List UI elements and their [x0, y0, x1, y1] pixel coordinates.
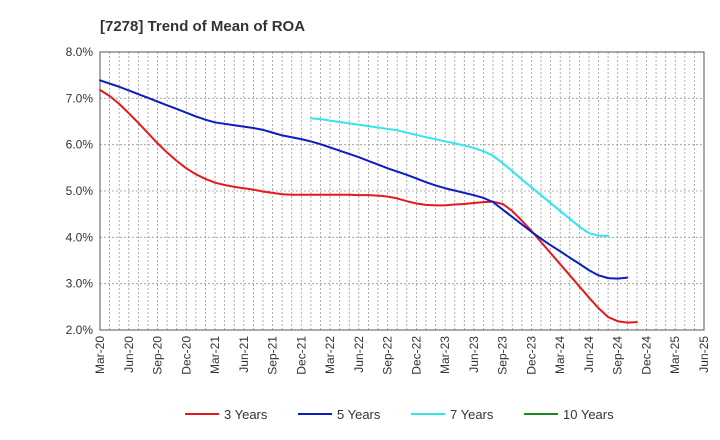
x-tick-label: Mar-20: [93, 336, 107, 374]
x-tick-label: Mar-24: [553, 336, 567, 374]
legend-label-3-years: 3 Years: [224, 407, 268, 422]
x-tick-label: Mar-23: [438, 336, 452, 374]
x-tick-label: Sep-20: [151, 336, 165, 375]
x-tick-label: Dec-21: [294, 336, 308, 375]
x-tick-label: Jun-25: [697, 336, 711, 373]
x-tick-label: Sep-22: [381, 336, 395, 375]
x-tick-label: Mar-25: [668, 336, 682, 374]
chart-title: [7278] Trend of Mean of ROA: [100, 18, 305, 35]
legend: 3 Years 5 Years 7 Years 10 Years: [185, 407, 614, 422]
y-tick-label: 3.0%: [66, 277, 94, 291]
series-line-3-years: [99, 88, 638, 324]
x-tick-label: Dec-23: [524, 336, 538, 375]
series-line-7-years: [309, 117, 610, 237]
series-layer: [99, 79, 638, 324]
y-tick-label: 4.0%: [66, 230, 94, 244]
y-tick-label: 7.0%: [66, 91, 94, 105]
x-tick-label: Jun-20: [122, 336, 136, 373]
x-tick-label: Jun-23: [467, 336, 481, 373]
x-tick-label: Mar-22: [323, 336, 337, 374]
x-tick-label: Jun-22: [352, 336, 366, 373]
x-tick-label: Dec-24: [639, 336, 653, 375]
x-tick-label: Sep-24: [611, 336, 625, 375]
y-tick-label: 8.0%: [66, 45, 94, 59]
legend-label-5-years: 5 Years: [337, 407, 381, 422]
x-tick-label: Sep-21: [266, 336, 280, 375]
x-tick-label: Sep-23: [496, 336, 510, 375]
legend-label-7-years: 7 Years: [450, 407, 494, 422]
x-tick-label: Mar-21: [208, 336, 222, 374]
x-tick-label: Dec-22: [409, 336, 423, 375]
series-line-5-years: [99, 79, 629, 280]
y-tick-label: 6.0%: [66, 138, 94, 152]
axis-layer: 2.0% 3.0% 4.0% 5.0% 6.0% 7.0% 8.0% Mar-20 Jun-20…: [66, 45, 711, 375]
grid-layer: [100, 52, 704, 330]
plot-frame: [99, 51, 705, 331]
x-tick-label: Dec-20: [179, 336, 193, 375]
x-tick-label: Jun-24: [582, 336, 596, 373]
x-tick-label: Jun-21: [237, 336, 251, 373]
legend-label-10-years: 10 Years: [563, 407, 614, 422]
y-tick-label: 2.0%: [66, 323, 94, 337]
y-tick-label: 5.0%: [66, 184, 94, 198]
